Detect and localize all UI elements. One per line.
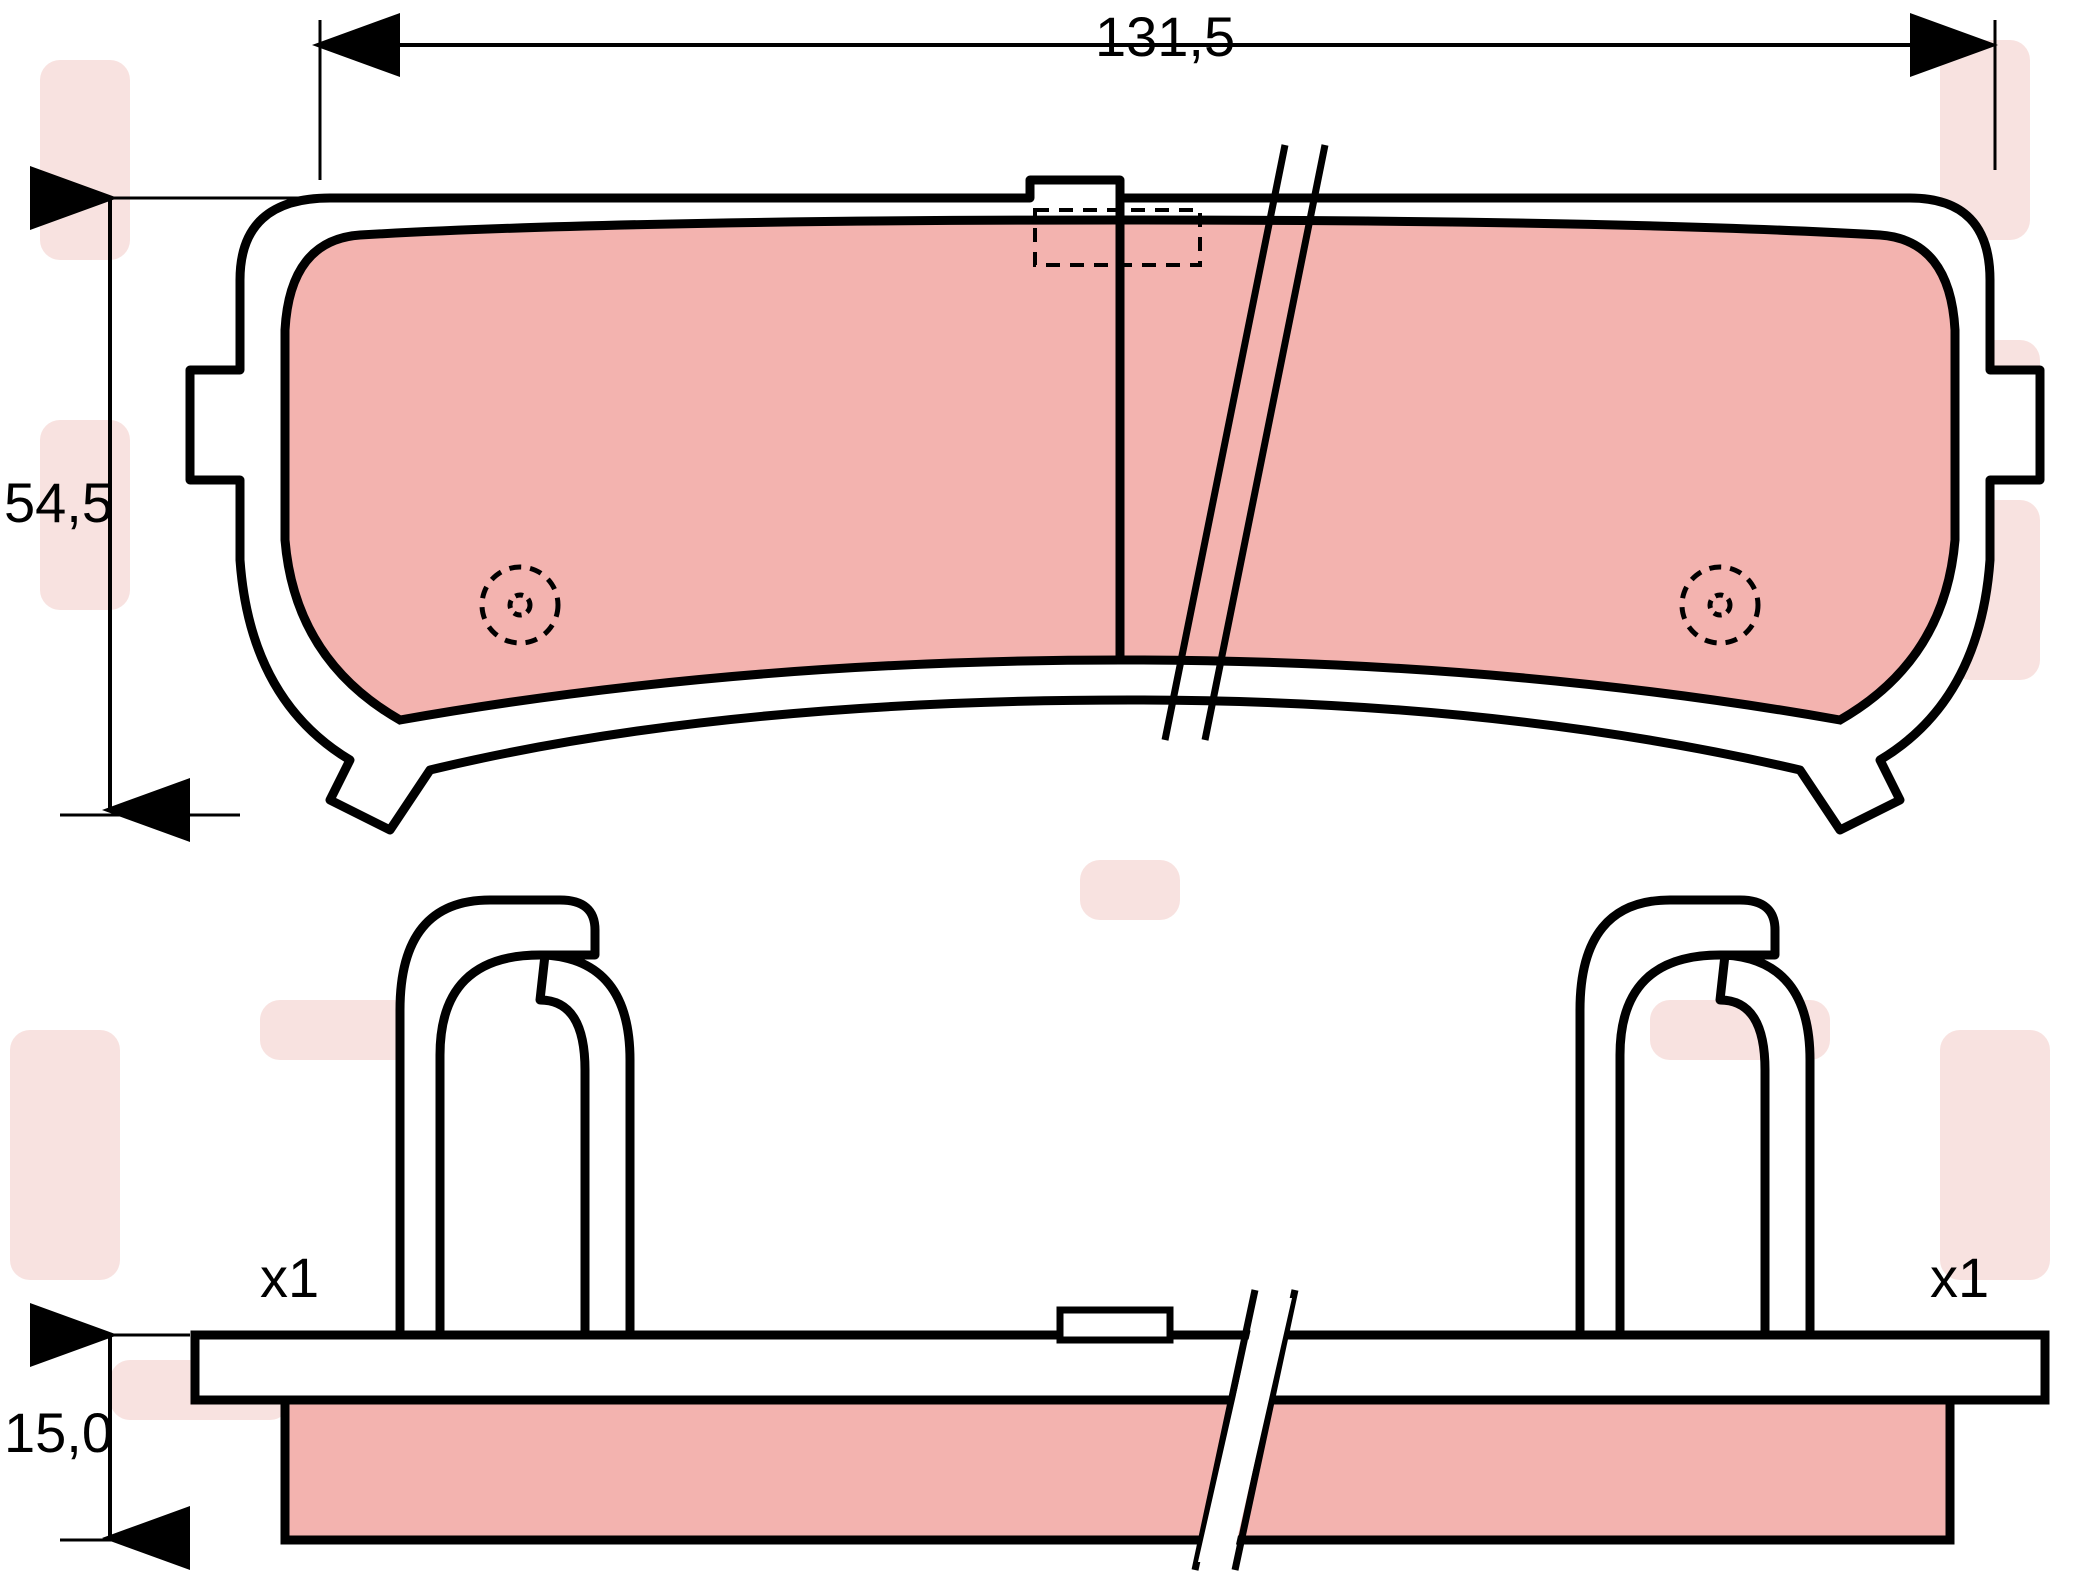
height-dimension: 54,5 bbox=[4, 470, 113, 535]
width-dimension: 131,5 bbox=[1095, 4, 1235, 69]
left-clip bbox=[400, 900, 630, 1335]
right-clip bbox=[1580, 900, 1810, 1335]
side-friction bbox=[285, 1400, 1950, 1540]
thickness-dimension: 15,0 bbox=[4, 1400, 113, 1465]
qty-right: x1 bbox=[1930, 1245, 1989, 1310]
side-view bbox=[0, 0, 2076, 1596]
side-backing bbox=[195, 1335, 2045, 1400]
qty-left: x1 bbox=[260, 1245, 319, 1310]
